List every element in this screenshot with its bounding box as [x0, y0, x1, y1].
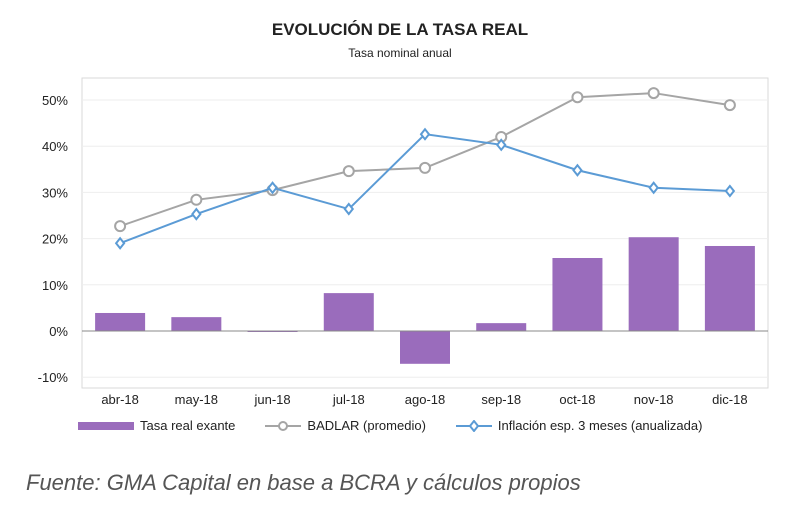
y-tick-label: 10% [42, 278, 68, 293]
legend: Tasa real exante BADLAR (promedio) Infla… [78, 418, 702, 433]
bar [704, 245, 755, 331]
y-tick-label: 50% [42, 93, 68, 108]
data-point [648, 181, 659, 195]
data-point [190, 193, 203, 206]
y-tick-label: -10% [38, 370, 69, 385]
bar [171, 317, 222, 331]
chart-subtitle: Tasa nominal anual [348, 46, 452, 60]
x-tick-label: sep-18 [481, 392, 521, 407]
data-point [723, 99, 736, 112]
legend-label: Inflación esp. 3 meses (anualizada) [497, 418, 703, 433]
y-tick-label: 40% [42, 139, 68, 154]
plot-frame [81, 77, 769, 389]
x-tick-label: ago-18 [405, 392, 445, 407]
data-point [419, 127, 431, 141]
legend-item-inflacion: Inflación esp. 3 meses (anualizada) [455, 418, 703, 433]
y-tick-label: 0% [49, 324, 68, 339]
y-tick-label: 20% [42, 232, 68, 247]
data-point [343, 202, 355, 216]
x-tick-label: abr-18 [101, 392, 139, 407]
series-line [119, 133, 730, 245]
x-tick-label: jul-18 [332, 392, 365, 407]
bar [95, 312, 146, 331]
x-tick-label: jun-18 [253, 392, 290, 407]
circle-line-icon [265, 420, 302, 431]
data-point [267, 181, 278, 195]
data-point [572, 163, 583, 177]
bar [628, 237, 679, 331]
bar [323, 293, 374, 331]
x-tick-label: dic-18 [712, 392, 747, 407]
legend-label: Tasa real exante [140, 418, 236, 433]
series-line [119, 92, 731, 228]
bar [552, 258, 603, 331]
data-point [419, 161, 431, 174]
legend-label: BADLAR (promedio) [307, 418, 426, 433]
legend-item-tasa-real: Tasa real exante [78, 418, 235, 433]
data-point [495, 138, 507, 152]
data-point [342, 165, 355, 178]
data-point [191, 207, 202, 221]
x-tick-label: oct-18 [559, 392, 595, 407]
bar [400, 331, 450, 364]
chart-title: EVOLUCIÓN DE LA TASA REAL [271, 20, 529, 39]
diamond-line-icon [455, 419, 492, 432]
legend-item-badlar: BADLAR (promedio) [265, 418, 426, 433]
data-point [114, 236, 126, 250]
x-tick-label: may-18 [175, 392, 218, 407]
data-point [114, 220, 127, 233]
data-point [647, 87, 660, 100]
x-tick-label: nov-18 [634, 392, 674, 407]
bar-swatch-icon [78, 421, 134, 430]
y-tick-label: 30% [42, 185, 68, 200]
data-point [571, 91, 584, 104]
source-note: Fuente: GMA Capital en base a BCRA y cál… [26, 470, 581, 495]
bar [476, 323, 527, 331]
data-point [724, 184, 736, 198]
